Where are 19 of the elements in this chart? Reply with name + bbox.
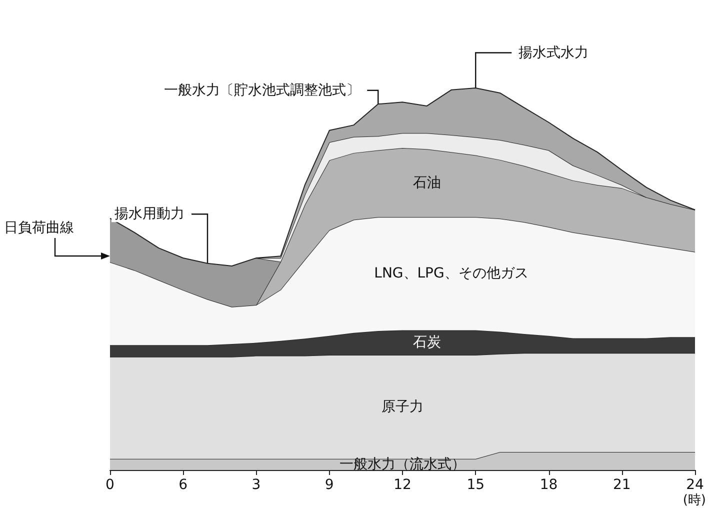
- x-tick-label: 18: [540, 477, 558, 493]
- text: 一般水力〔貯水池式調整池式〕: [164, 82, 360, 98]
- text: 揚水式水力: [518, 44, 589, 61]
- x-tick-label: 21: [612, 477, 631, 493]
- series-label: 揚水用動力: [114, 206, 184, 222]
- x-tick-label: 3: [252, 477, 261, 493]
- x-tick-label: 24: [686, 477, 704, 493]
- x-tick-label: 0: [106, 477, 114, 493]
- x-axis-title: (時): [682, 493, 706, 508]
- series-label: 原子力: [382, 398, 424, 415]
- x-tick-label: 9: [324, 477, 334, 493]
- series-label: LNG、LPG、その他ガス: [374, 266, 528, 282]
- x-tick-label: 15: [466, 477, 485, 493]
- series-label: 石炭: [412, 334, 441, 351]
- x-tick-label: 6: [178, 477, 188, 493]
- x-tick-label: 12: [394, 477, 412, 493]
- series-label: 一般水力（流水式）: [340, 456, 466, 472]
- series-label: 石油: [412, 175, 441, 192]
- text: 日負荷曲線: [4, 220, 74, 236]
